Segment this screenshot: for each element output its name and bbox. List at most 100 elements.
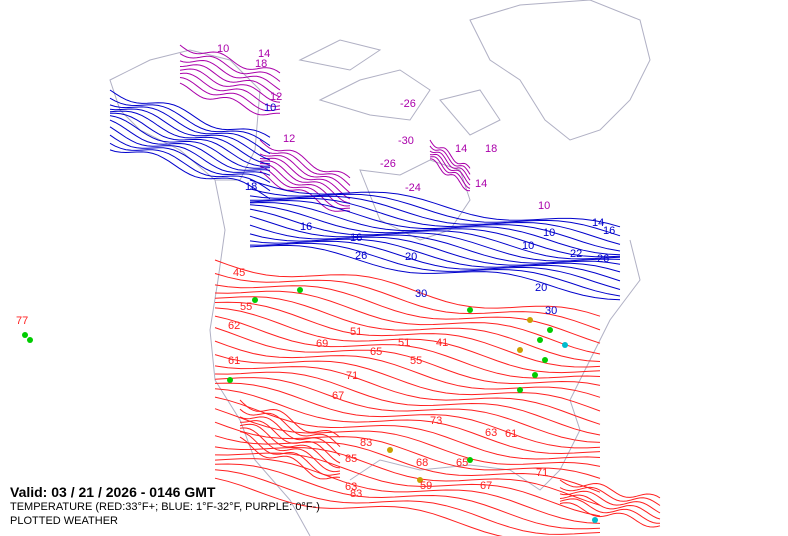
temperature-label-warm: 69 [316, 338, 328, 350]
weather-symbol-cyan [562, 342, 568, 348]
warm-contour [239, 399, 341, 438]
warm-contour [214, 354, 601, 412]
cold-contour [259, 153, 351, 194]
warm-contour [214, 382, 601, 449]
temperature-label-cool: 30 [415, 288, 427, 300]
warm-contour [239, 427, 341, 473]
cold-contour [179, 77, 281, 112]
temperature-labels: 7745556261697167838563835968677161736365… [16, 43, 615, 500]
temperature-label-cool: 26 [355, 250, 367, 262]
warm-contour [214, 327, 601, 386]
temperature-contours [109, 44, 661, 536]
cold-contour [179, 44, 281, 74]
warm-contour [214, 290, 601, 355]
temperature-label-cold: -24 [405, 182, 421, 194]
weather-symbol-yellow [517, 347, 523, 353]
weather-symbol-green [537, 337, 543, 343]
map-legend: Valid: 03 / 21 / 2026 - 0146 GMT TEMPERA… [10, 484, 320, 528]
warm-contour [214, 463, 601, 530]
warm-contour [214, 458, 601, 524]
temperature-label-cold: 12 [270, 91, 282, 103]
temperature-label-warm: 71 [346, 370, 358, 382]
cool-contour [109, 104, 271, 155]
warm-contour [214, 469, 601, 535]
valid-time: Valid: 03 / 21 / 2026 - 0146 GMT [10, 484, 216, 500]
warm-contour [214, 388, 601, 455]
weather-symbol-green [22, 332, 28, 338]
cool-contour [249, 179, 621, 228]
temperature-label-cold: 14 [475, 178, 487, 190]
warm-contour [214, 408, 601, 467]
weather-symbol-yellow [387, 447, 393, 453]
temperature-label-cool: 16 [350, 232, 362, 244]
temperature-label-cold: -30 [398, 135, 414, 147]
warm-contour [214, 365, 601, 425]
cold-contour [429, 145, 471, 175]
warm-contour [239, 431, 341, 476]
temperature-label-cool: 16 [300, 221, 312, 233]
temperature-label-cool: 18 [245, 181, 257, 193]
warm-contour [214, 371, 601, 436]
cool-contour [109, 126, 271, 176]
temperature-label-warm: 55 [410, 355, 422, 367]
warm-contour [214, 259, 601, 317]
temperature-label-warm: 61 [505, 428, 517, 440]
temperature-label-warm: 61 [228, 355, 240, 367]
warm-contour [240, 420, 341, 464]
arctic-islands-coast [298, 39, 501, 136]
cool-contour [249, 242, 621, 297]
warm-contour [214, 477, 503, 536]
temperature-label-cool: 26 [597, 253, 609, 265]
greenland-coast [469, 0, 651, 141]
temperature-label-cold: -26 [380, 158, 396, 170]
temperature-label-cool: 20 [535, 282, 547, 294]
cool-contour [109, 97, 271, 147]
temperature-label-cold: 12 [283, 133, 295, 145]
cool-contour [109, 149, 271, 200]
temperature-label-cold: 18 [485, 143, 497, 155]
temperature-label-warm: 62 [228, 320, 240, 332]
warm-contour [559, 498, 660, 524]
warm-contour [559, 486, 661, 506]
temperature-label-warm: 63 [485, 427, 497, 439]
temperature-label-warm: 71 [536, 467, 548, 479]
temperature-label-cool: 30 [545, 305, 557, 317]
cold-contour [179, 64, 281, 98]
temperature-label-warm: 77 [16, 315, 28, 327]
warm-contour [239, 416, 341, 457]
cool-contour [109, 108, 271, 161]
temperature-label-cool: 16 [603, 225, 615, 237]
temperature-label-warm: 65 [370, 346, 382, 358]
weather-symbol-green [517, 387, 523, 393]
weather-symbol-green [467, 457, 473, 463]
cold-contour [179, 68, 281, 103]
temperature-label-cold: 14 [455, 143, 467, 155]
cool-contour [109, 134, 271, 183]
temperature-label-warm: 73 [430, 415, 442, 427]
warm-contour [214, 301, 601, 368]
temperature-label-warm: 67 [332, 390, 344, 402]
warm-contour [214, 421, 601, 479]
temperature-label-cold: 10 [217, 43, 229, 55]
temperature-label-warm: 51 [350, 326, 362, 338]
temperature-legend: TEMPERATURE (RED:33°F+; BLUE: 1°F-32°F, … [10, 501, 320, 513]
cool-contour [249, 188, 621, 237]
cold-contour [259, 139, 351, 179]
weather-legend: PLOTTED WEATHER [10, 515, 118, 527]
cold-contour [179, 82, 281, 116]
cool-contour [249, 240, 621, 290]
weather-symbol-yellow [417, 477, 423, 483]
cool-contour [249, 224, 621, 273]
temperature-label-cool: 20 [405, 251, 417, 263]
alaska-coast [109, 49, 261, 181]
warm-contour [559, 502, 661, 528]
hudson-bay-coast [359, 159, 471, 241]
warm-contour [214, 307, 601, 374]
weather-symbol-green [547, 327, 553, 333]
temperature-label-warm: 55 [240, 301, 252, 313]
temperature-label-cold: 14 [258, 48, 270, 60]
temperature-label-warm: 45 [233, 267, 245, 279]
warm-contour [214, 296, 601, 362]
gulf-coast [349, 239, 641, 491]
